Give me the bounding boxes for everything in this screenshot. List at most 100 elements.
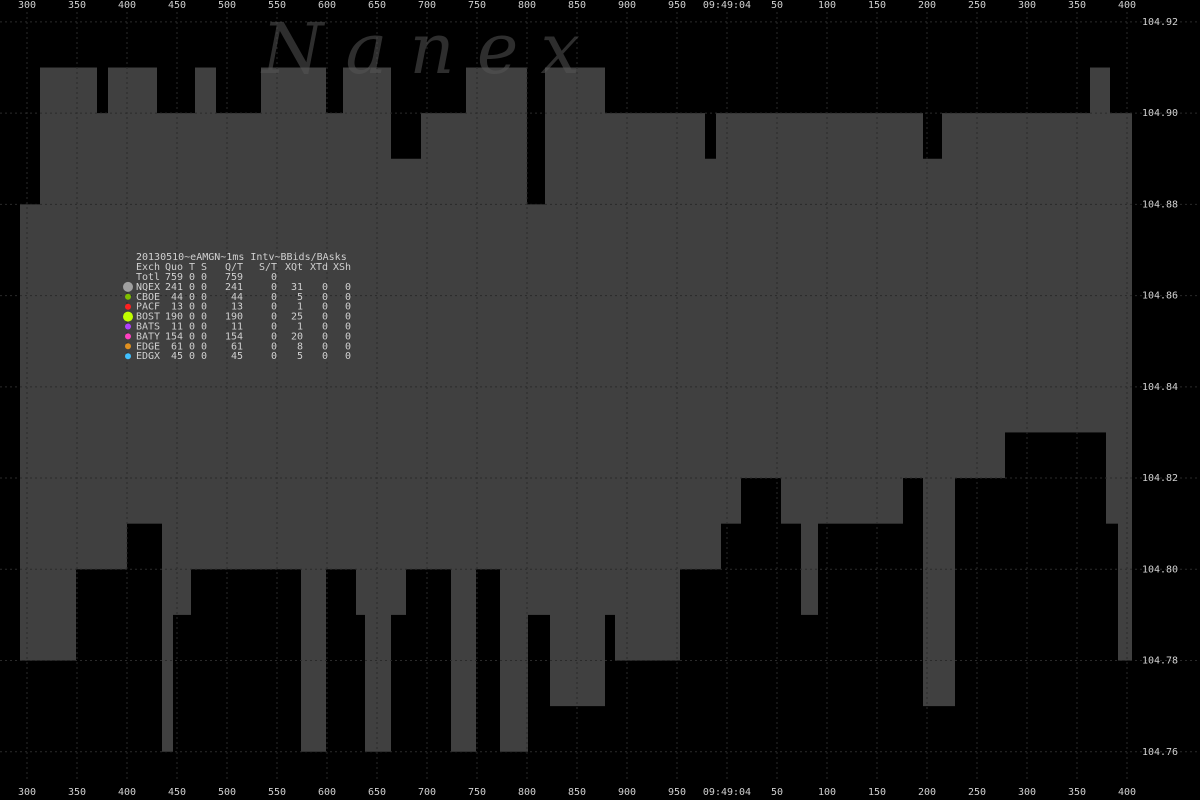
x-tick-label: 750: [468, 0, 486, 11]
x-tick-label: 550: [268, 787, 286, 798]
legend-header: S: [201, 262, 207, 273]
x-tick-label: 300: [1018, 787, 1036, 798]
ask-gap: [40, 0, 97, 68]
legend-cell: BATY: [136, 331, 160, 342]
legend-header: Exch: [136, 262, 160, 273]
legend-header: S/T: [259, 262, 277, 273]
x-tick-label: 450: [168, 0, 186, 11]
legend-cell: NQEX: [136, 282, 160, 293]
legend-cell: BATS: [136, 322, 160, 333]
ask-gap: [716, 0, 923, 114]
legend-cell: 1: [297, 302, 303, 313]
legend-cell: 0: [271, 292, 277, 303]
legend-cell: 0: [345, 322, 351, 333]
x-tick-label: 100: [818, 787, 836, 798]
x-tick-label: 09:49:04: [703, 0, 751, 11]
x-tick-label: 350: [68, 0, 86, 11]
bid-gap: [127, 523, 162, 770]
legend-cell: 0: [201, 282, 207, 293]
ask-gap: [261, 0, 326, 68]
legend-cell: 0: [189, 322, 195, 333]
legend-cell: 0: [271, 322, 277, 333]
ask-gap: [527, 0, 545, 205]
legend-cell: 11: [171, 322, 183, 333]
watermark: N a n e x: [260, 8, 580, 90]
legend-cell: 0: [201, 302, 207, 313]
legend-cell: 190: [225, 312, 243, 323]
x-tick-label: 50: [771, 787, 783, 798]
x-tick-label: 200: [918, 0, 936, 11]
legend-cell: 0: [345, 292, 351, 303]
y-tick-label: 104.86: [1142, 291, 1178, 302]
bid-gap: [955, 478, 1005, 770]
ask-gap: [326, 0, 343, 114]
y-tick-label: 104.90: [1142, 108, 1178, 119]
bid-gap: [476, 569, 500, 770]
legend-cell: 0: [345, 341, 351, 352]
legend-cell: 0: [271, 272, 277, 283]
bid-gap: [1005, 432, 1106, 770]
legend-cell: 190: [165, 312, 183, 323]
x-tick-label: 650: [368, 787, 386, 798]
legend-cell: 759: [225, 272, 243, 283]
bid-gap: [903, 478, 923, 770]
legend-cell: 61: [171, 341, 183, 352]
ask-gap: [421, 0, 466, 114]
legend-cell: BOST: [136, 312, 160, 323]
legend-cell: 11: [231, 322, 243, 333]
legend-cell: 13: [231, 302, 243, 313]
x-tick-label: 900: [618, 787, 636, 798]
legend-swatch: [123, 311, 133, 322]
ask-gap: [343, 0, 391, 68]
legend-cell: 0: [322, 351, 328, 362]
legend-cell: 0: [322, 312, 328, 323]
legend-cell: 0: [189, 282, 195, 293]
x-tick-label: 700: [418, 0, 436, 11]
ask-gap: [97, 0, 108, 114]
bid-gap: [391, 614, 406, 770]
legend-cell: 0: [322, 282, 328, 293]
x-tick-label: 300: [18, 787, 36, 798]
bid-gap: [680, 569, 721, 770]
legend-cell: CBOE: [136, 292, 160, 303]
legend-cell: EDGE: [136, 341, 160, 352]
x-tick-label: 550: [268, 0, 286, 11]
x-tick-label: 350: [1068, 0, 1086, 11]
y-tick-label: 104.82: [1142, 473, 1178, 484]
legend-cell: 0: [189, 292, 195, 303]
legend-cell: 61: [231, 341, 243, 352]
bid-gap: [406, 569, 451, 770]
legend-cell: 0: [201, 312, 207, 323]
ask-gap: [942, 0, 1090, 114]
bid-gap: [451, 751, 476, 770]
x-tick-label: 800: [518, 0, 536, 11]
x-tick-label: 300: [1018, 0, 1036, 11]
bid-gap: [721, 523, 741, 770]
legend-cell: 0: [322, 322, 328, 333]
bid-gap: [781, 523, 801, 770]
legend-cell: 0: [345, 282, 351, 293]
ask-gap: [157, 0, 195, 114]
x-tick-label: 650: [368, 0, 386, 11]
legend-cell: 0: [201, 331, 207, 342]
y-tick-label: 104.78: [1142, 656, 1178, 667]
bid-gap: [1106, 523, 1118, 770]
legend-cell: 154: [165, 331, 183, 342]
legend-cell: 0: [271, 351, 277, 362]
legend-cell: 0: [322, 292, 328, 303]
x-tick-label: 850: [568, 787, 586, 798]
legend-cell: 0: [345, 312, 351, 323]
ask-gap: [20, 0, 40, 205]
x-tick-label: 800: [518, 787, 536, 798]
bid-gap: [500, 751, 528, 770]
ask-gap: [108, 0, 157, 68]
legend-cell: 0: [189, 341, 195, 352]
y-tick-label: 104.84: [1142, 382, 1178, 393]
legend-cell: 5: [297, 292, 303, 303]
x-tick-label: 400: [118, 787, 136, 798]
legend-cell: 0: [189, 331, 195, 342]
legend-swatch: [125, 323, 131, 330]
